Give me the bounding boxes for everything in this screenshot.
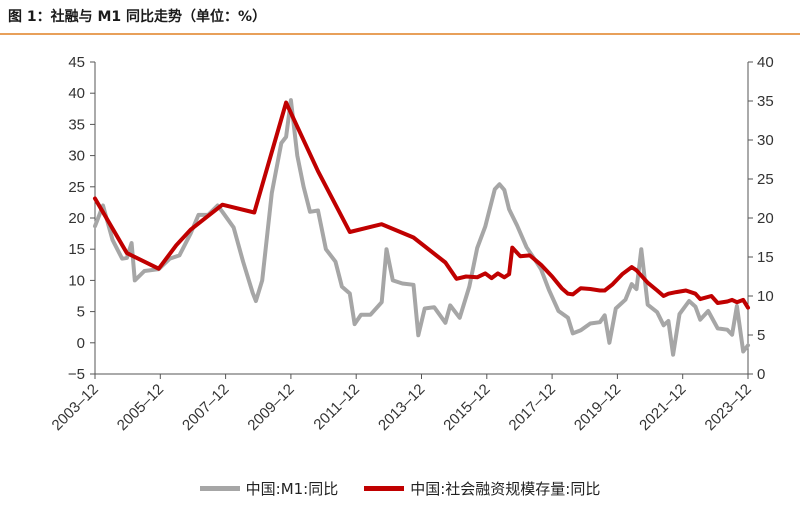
- left-tick-label: 25: [68, 179, 85, 196]
- left-tick-label: −5: [68, 366, 85, 383]
- legend-item-m1: 中国:M1:同比: [199, 478, 339, 499]
- chart-series: [93, 98, 750, 357]
- legend-swatch-m1: [199, 486, 240, 491]
- x-tick-label: 2013–12: [375, 381, 428, 434]
- left-tick-label: 15: [68, 241, 85, 258]
- left-tick-label: 30: [68, 148, 85, 165]
- left-tick-label: 5: [77, 304, 85, 321]
- right-tick-label: 15: [757, 249, 774, 266]
- x-tick-label: 2007–12: [179, 381, 232, 434]
- right-tick-label: 30: [757, 132, 774, 149]
- right-tick-label: 0: [757, 366, 765, 383]
- left-tick-label: 0: [77, 335, 85, 352]
- title-divider: [0, 33, 800, 35]
- left-tick-label: 10: [68, 272, 85, 289]
- left-tick-label: 35: [68, 116, 85, 133]
- left-tick-label: 40: [68, 85, 85, 102]
- right-tick-label: 20: [757, 210, 774, 227]
- legend-label-m1: 中国:M1:同比: [245, 480, 339, 498]
- chart-title: 图 1：社融与 M1 同比走势（单位：%）: [8, 9, 267, 25]
- x-tick-label: 2017–12: [506, 381, 559, 434]
- left-tick-label: 45: [68, 54, 85, 71]
- x-tick-label: 2005–12: [114, 381, 167, 434]
- chart-axes: −5 0 5 10 15 20 25 30 35 40 45 0 5 10 15 20 25 30 35 40 2003…: [49, 54, 774, 434]
- right-tick-label: 25: [757, 171, 774, 188]
- x-tick-label: 2019–12: [571, 381, 624, 434]
- right-tick-label: 10: [757, 288, 774, 305]
- x-tick-label: 2003–12: [49, 381, 102, 434]
- x-tick-label: 2015–12: [440, 381, 493, 434]
- legend-item-tsf: 中国:社会融资规模存量:同比: [364, 478, 600, 499]
- chart-legend: 中国:M1:同比 中国:社会融资规模存量:同比: [0, 478, 800, 499]
- x-tick-label: 2011–12: [310, 381, 363, 434]
- left-tick-label: 20: [68, 210, 85, 227]
- legend-swatch-tsf: [364, 486, 405, 491]
- x-tick-label: 2009–12: [244, 381, 297, 434]
- right-tick-label: 5: [757, 327, 765, 344]
- legend-label-tsf: 中国:社会融资规模存量:同比: [410, 480, 601, 498]
- right-tick-label: 35: [757, 93, 774, 110]
- right-tick-label: 40: [757, 54, 774, 71]
- x-tick-label: 2023–12: [702, 381, 755, 434]
- series-line-tsf: [93, 100, 750, 310]
- x-tick-label: 2021–12: [636, 381, 689, 434]
